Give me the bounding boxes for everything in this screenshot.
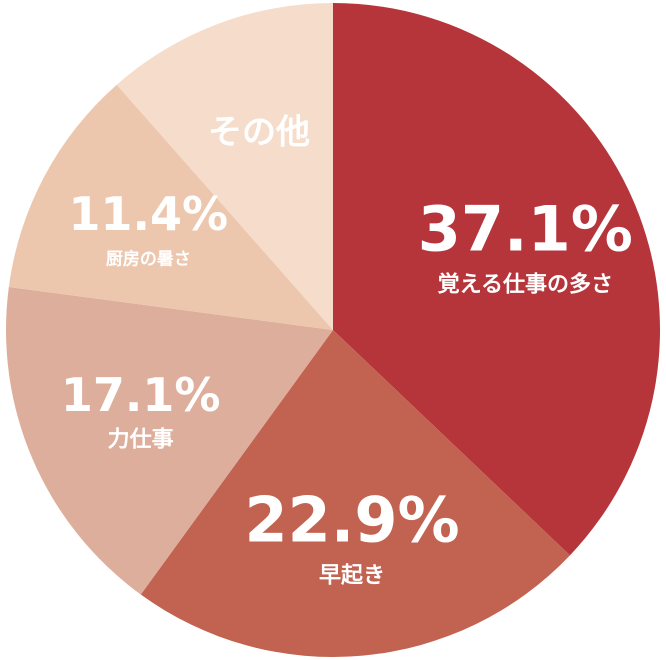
value-label: 37.1% — [418, 193, 633, 266]
category-label: 早起き — [319, 563, 385, 588]
pie-slice — [140, 330, 570, 657]
pie-slice — [333, 3, 660, 556]
category-label: 厨房の暑さ — [106, 248, 191, 269]
category-label: 力仕事 — [108, 427, 174, 453]
category-label: 覚える仕事の多さ — [438, 271, 613, 297]
pie-slice — [5, 286, 333, 595]
value-label: 22.9% — [244, 484, 459, 557]
pie-slice — [8, 84, 333, 330]
category-label: その他 — [208, 113, 310, 153]
value-label: 17.1% — [61, 368, 221, 422]
value-label: 11.4% — [69, 187, 229, 241]
pie-slice — [116, 3, 333, 330]
